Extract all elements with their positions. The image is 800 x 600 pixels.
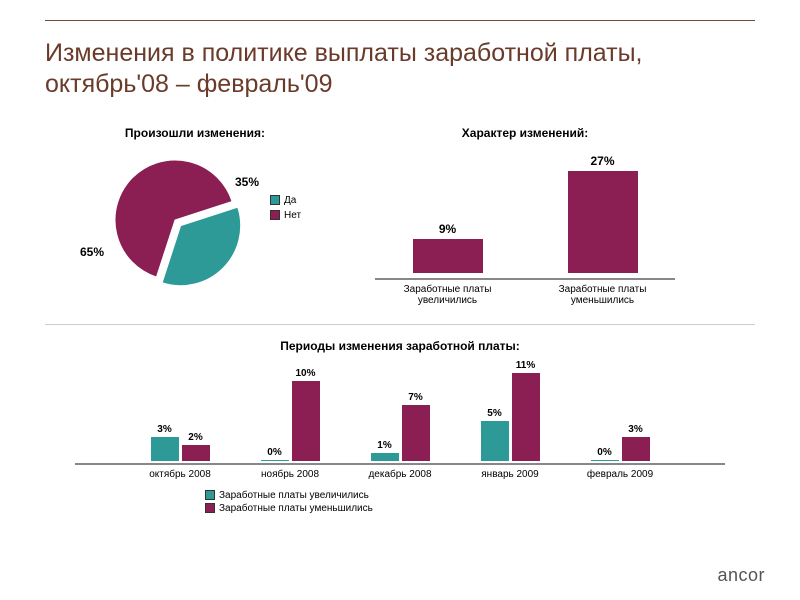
periods-bar-chart: 3% 2% 0% 10% 1% 7% 5% 11% 0% 3% <box>45 363 755 463</box>
periods-legend-item-1: Заработные платы уменьшились <box>205 503 373 514</box>
nature-x-labels: Заработные платы увеличились Заработные п… <box>355 284 695 306</box>
periods-group-1: 0% 10% <box>250 368 330 461</box>
periods-bar-value-3-1: 11% <box>516 360 535 371</box>
pie-slice-label-no: 65% <box>80 245 104 259</box>
nature-bar-label-1: Заработные платы уменьшились <box>543 284 663 306</box>
periods-bar-rect-0-0 <box>151 437 179 461</box>
periods-bar-0-0: 3% <box>151 424 179 461</box>
periods-category-label-3: январь 2009 <box>470 469 550 480</box>
periods-bar-2-0: 1% <box>371 440 399 461</box>
periods-bar-value-3-0: 5% <box>487 408 501 419</box>
title-underline <box>45 20 755 21</box>
periods-bar-rect-2-1 <box>402 405 430 461</box>
nature-bar-0: 9% <box>388 222 508 273</box>
periods-category-label-1: ноябрь 2008 <box>250 469 330 480</box>
periods-bar-3-0: 5% <box>481 408 509 461</box>
periods-category-label-0: октябрь 2008 <box>140 469 220 480</box>
periods-bar-rect-2-0 <box>371 453 399 461</box>
periods-bar-value-2-1: 7% <box>408 392 422 403</box>
periods-bar-value-0-0: 3% <box>157 424 171 435</box>
periods-bar-2-1: 7% <box>402 392 430 461</box>
nature-bar-value-0: 9% <box>439 222 456 236</box>
periods-bar-4-0: 0% <box>591 447 619 461</box>
periods-group-3: 5% 11% <box>470 360 550 461</box>
periods-legend-label-1: Заработные платы уменьшились <box>219 503 373 514</box>
periods-group-0: 3% 2% <box>140 424 220 461</box>
upper-row: Произошли изменения: 35% 65% Да Нет <box>45 126 755 306</box>
periods-bar-rect-4-0 <box>591 460 619 461</box>
periods-bar-0-1: 2% <box>182 432 210 461</box>
periods-legend-swatch-0 <box>205 490 215 500</box>
periods-legend-label-0: Заработные платы увеличились <box>219 490 369 501</box>
nature-title: Характер изменений: <box>355 126 695 140</box>
periods-bar-rect-1-1 <box>292 381 320 461</box>
periods-bar-value-2-0: 1% <box>377 440 391 451</box>
periods-bar-rect-4-1 <box>622 437 650 461</box>
nature-bar-value-1: 27% <box>590 154 614 168</box>
pie-legend: Да Нет <box>270 195 301 225</box>
pie-legend-item-no: Нет <box>270 210 301 221</box>
periods-bar-3-1: 11% <box>512 360 540 461</box>
nature-bar-label-0: Заработные платы увеличились <box>388 284 508 306</box>
periods-group-2: 1% 7% <box>360 392 440 461</box>
nature-bar-rect-0 <box>413 239 483 273</box>
periods-title: Периоды изменения заработной платы: <box>45 339 755 353</box>
nature-bar-block: Характер изменений: 9% 27% Заработные пла… <box>355 126 695 306</box>
pie-chart: 35% 65% Да Нет <box>45 140 345 290</box>
periods-bar-value-1-1: 10% <box>295 368 315 379</box>
periods-bar-value-4-1: 3% <box>628 424 642 435</box>
pie-legend-item-yes: Да <box>270 195 301 206</box>
periods-bar-value-0-1: 2% <box>188 432 202 443</box>
pie-legend-swatch-no <box>270 210 280 220</box>
periods-bar-rect-3-0 <box>481 421 509 461</box>
brand-logo: ancor <box>717 565 765 586</box>
periods-legend-item-0: Заработные платы увеличились <box>205 490 369 501</box>
periods-block: Периоды изменения заработной платы: 3% 2%… <box>45 339 755 514</box>
periods-bar-rect-0-1 <box>182 445 210 461</box>
periods-x-axis <box>75 463 725 465</box>
periods-bar-4-1: 3% <box>622 424 650 461</box>
periods-bar-rect-3-1 <box>512 373 540 461</box>
periods-legend: Заработные платы увеличились Заработные … <box>205 490 755 514</box>
nature-bar-1: 27% <box>543 154 663 273</box>
pie-slice-label-yes: 35% <box>235 175 259 189</box>
pie-legend-label-no: Нет <box>284 210 301 221</box>
pie-chart-block: Произошли изменения: 35% 65% Да Нет <box>45 126 345 290</box>
periods-category-label-4: февраль 2009 <box>580 469 660 480</box>
section-divider <box>45 324 755 325</box>
pie-legend-label-yes: Да <box>284 195 296 206</box>
periods-bar-1-0: 0% <box>261 447 289 461</box>
periods-legend-swatch-1 <box>205 503 215 513</box>
nature-x-axis <box>375 278 675 280</box>
periods-group-4: 0% 3% <box>580 424 660 461</box>
periods-bar-value-1-0: 0% <box>267 447 281 458</box>
periods-bar-value-4-0: 0% <box>597 447 611 458</box>
periods-x-labels: октябрь 2008 ноябрь 2008 декабрь 2008 январ… <box>45 469 755 480</box>
periods-bar-1-1: 10% <box>292 368 320 461</box>
pie-legend-swatch-yes <box>270 195 280 205</box>
pie-title: Произошли изменения: <box>45 126 345 140</box>
nature-bar-chart: 9% 27% <box>355 148 695 278</box>
periods-category-label-2: декабрь 2008 <box>360 469 440 480</box>
nature-bar-rect-1 <box>568 171 638 273</box>
periods-bar-rect-1-0 <box>261 460 289 461</box>
slide-title: Изменения в политике выплаты заработной … <box>45 38 755 101</box>
